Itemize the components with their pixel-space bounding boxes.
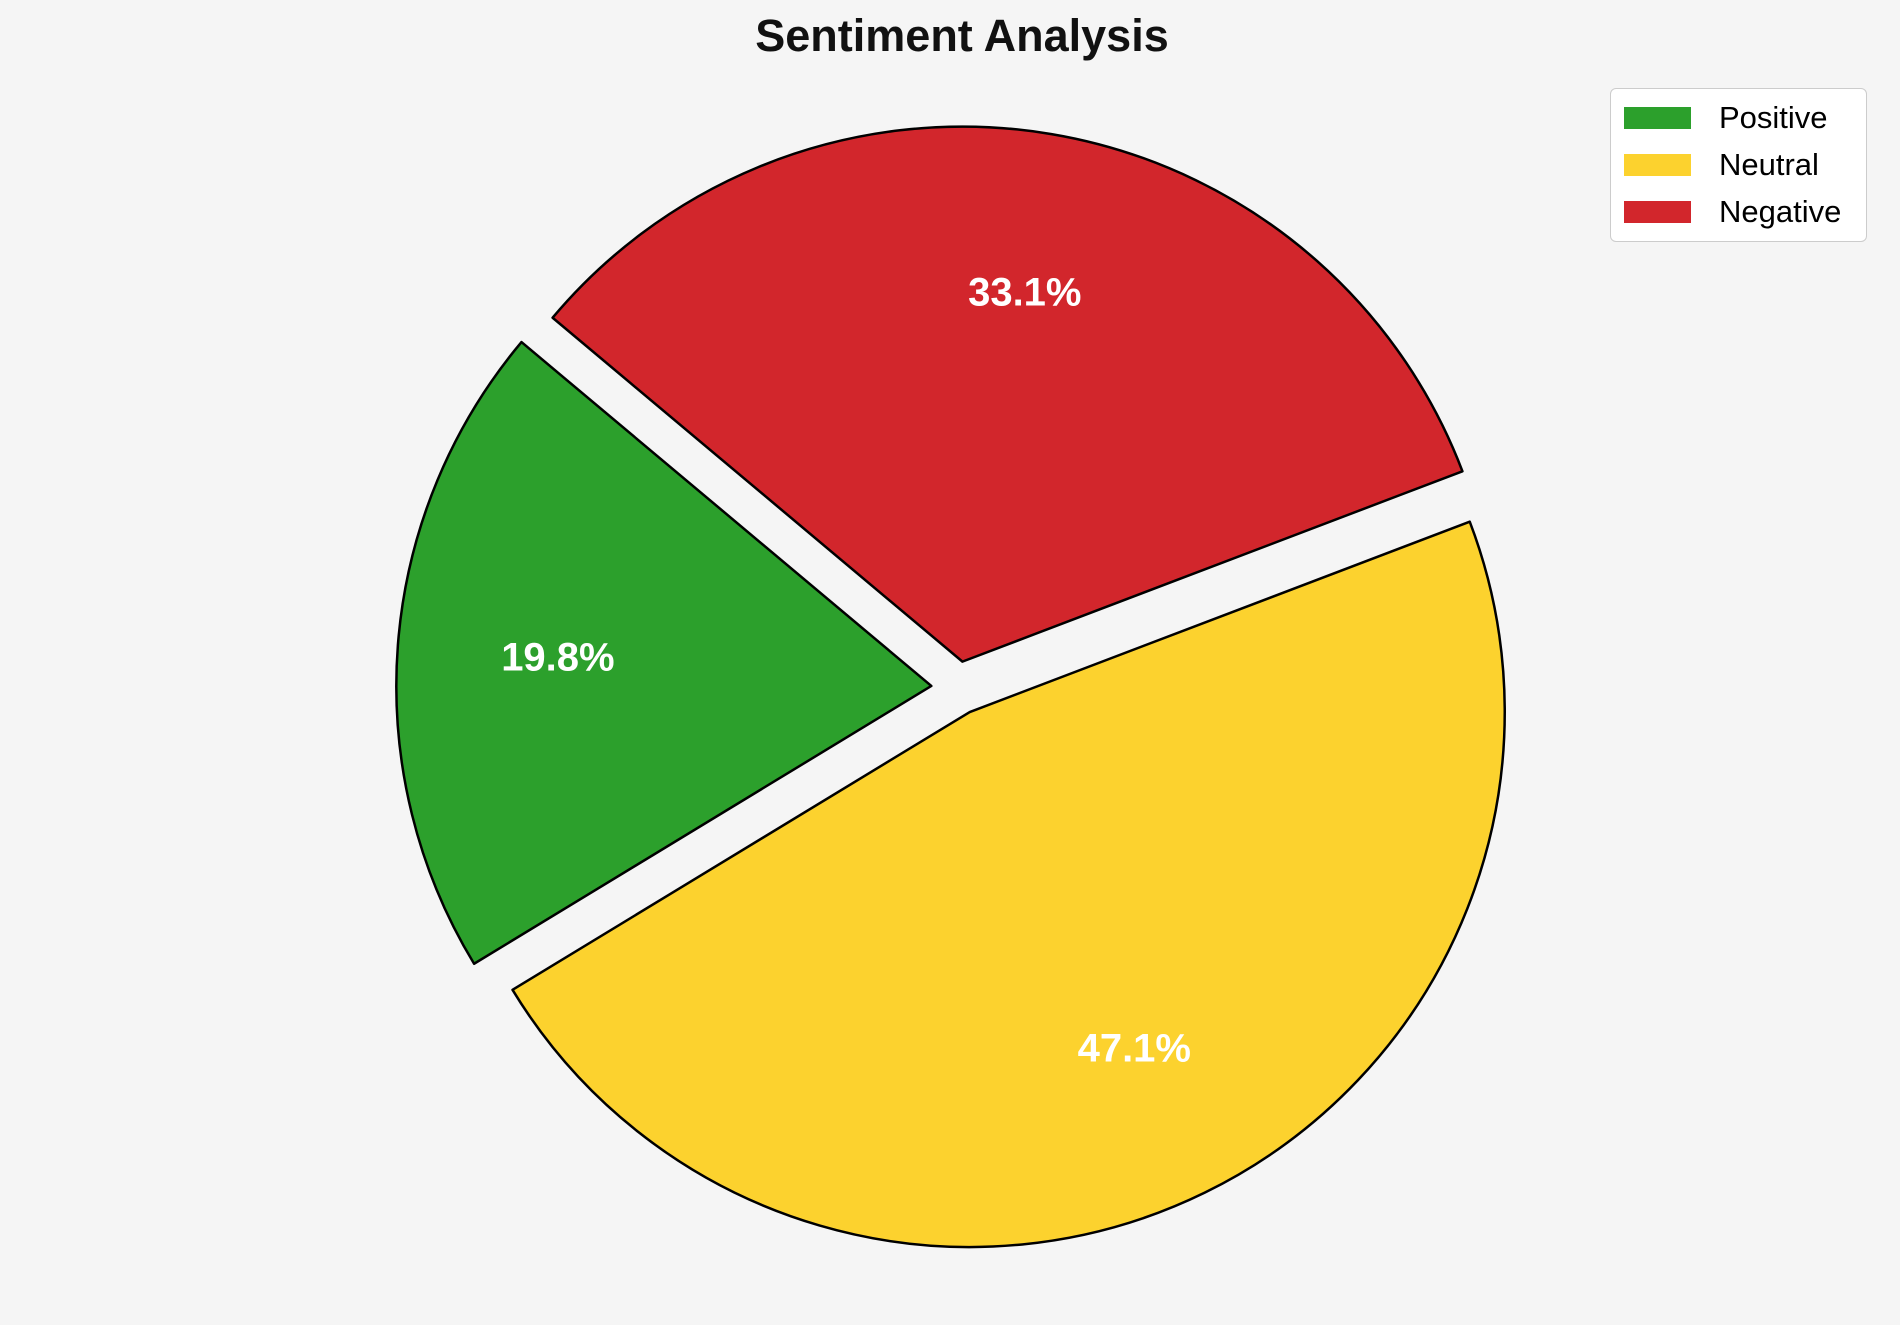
legend-row-neutral: Neutral: [1624, 141, 1853, 188]
legend-swatch-positive-icon: [1624, 106, 1691, 129]
pie-slice-negative: [551, 125, 1464, 663]
chart-title: Sentiment Analysis: [755, 10, 1169, 61]
pie-slice-label-positive: 19.8%: [501, 636, 614, 680]
legend-label-negative: Negative: [1719, 194, 1842, 230]
pie-slice-neutral: [511, 520, 1506, 1249]
legend-swatch-neutral-icon: [1624, 153, 1691, 176]
legend: Positive Neutral Negative: [1610, 88, 1867, 242]
pie-slice-positive: [395, 340, 933, 965]
pie-slice-label-negative: 33.1%: [968, 270, 1081, 314]
legend-row-positive: Positive: [1624, 94, 1853, 141]
legend-row-negative: Negative: [1624, 189, 1853, 236]
legend-swatch-negative-icon: [1624, 201, 1691, 224]
pie-slice-label-neutral: 47.1%: [1078, 1027, 1191, 1071]
legend-label-neutral: Neutral: [1719, 146, 1819, 182]
legend-label-positive: Positive: [1719, 99, 1828, 135]
